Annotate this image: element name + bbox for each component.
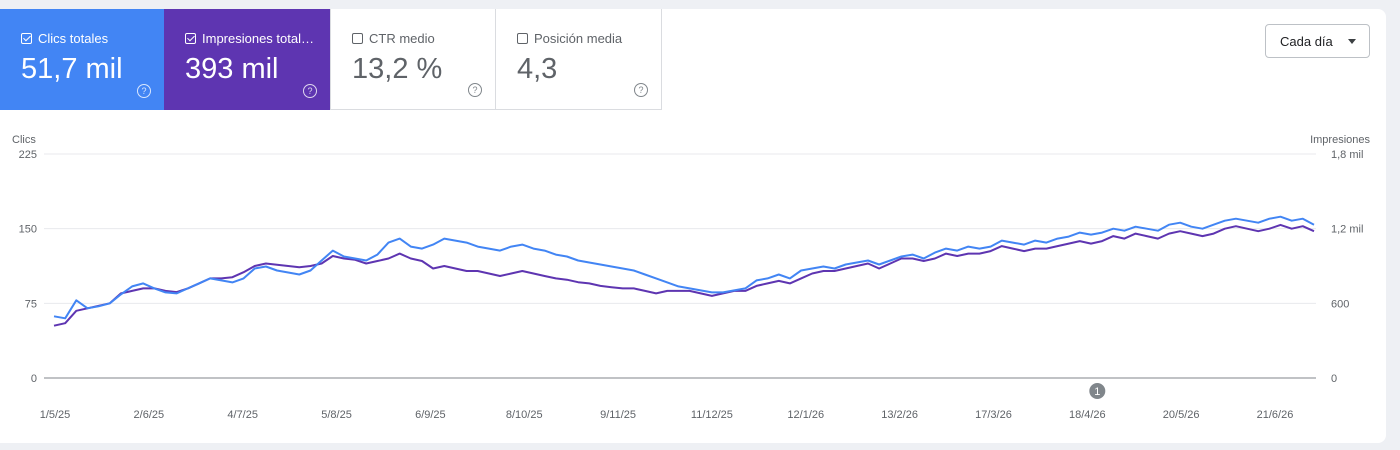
- right-axis-title: Impresiones: [1310, 134, 1370, 146]
- caret-down-icon: [1348, 39, 1356, 44]
- impressions-checkbox[interactable]: [185, 33, 196, 44]
- x-tick-label: 2/6/25: [134, 409, 165, 421]
- left-tick-label: 150: [19, 224, 37, 236]
- left-tick-label: 75: [25, 298, 37, 310]
- x-tick-label: 12/1/26: [787, 409, 824, 421]
- granularity-dropdown[interactable]: Cada día: [1265, 24, 1370, 58]
- clicks-series-line: [53, 215, 1315, 320]
- x-tick-label: 4/7/25: [227, 409, 258, 421]
- position-value: 4,3: [517, 53, 558, 85]
- metric-header: Impresiones total…: [185, 31, 314, 46]
- metric-header: Clics totales: [21, 31, 108, 46]
- x-tick-label: 6/9/25: [415, 409, 446, 421]
- left-tick-label: 0: [31, 373, 37, 385]
- metric-header: CTR medio: [352, 31, 435, 46]
- x-tick-label: 18/4/26: [1069, 409, 1106, 421]
- x-tick-label: 9/11/25: [600, 409, 636, 421]
- clicks-label: Clics totales: [38, 31, 109, 46]
- ctr-checkbox[interactable]: [352, 33, 363, 44]
- metric-header: Posición media: [517, 31, 622, 46]
- impressions-series-line: [53, 223, 1315, 327]
- clicks-value: 51,7 mil: [21, 53, 123, 85]
- help-icon[interactable]: ?: [634, 83, 648, 97]
- metric-tab-clicks[interactable]: Clics totales 51,7 mil ?: [0, 9, 164, 110]
- annotation-marker[interactable]: [1089, 383, 1106, 399]
- metric-tab-position[interactable]: Posición media 4,3 ?: [496, 9, 662, 110]
- position-checkbox[interactable]: [517, 33, 528, 44]
- help-icon[interactable]: ?: [303, 84, 317, 98]
- granularity-label: Cada día: [1280, 33, 1333, 49]
- right-tick-label: 0: [1331, 373, 1337, 385]
- right-tick-label: 600: [1331, 298, 1349, 310]
- ctr-label: CTR medio: [369, 31, 435, 46]
- annotation-label: 1: [1094, 386, 1100, 398]
- right-tick-label: 1,8 mil: [1331, 149, 1363, 161]
- x-tick-label: 20/5/26: [1163, 409, 1200, 421]
- performance-card: Clics totales 51,7 mil ? Impresiones tot…: [0, 9, 1386, 443]
- left-axis-title: Clics: [12, 134, 36, 146]
- impressions-value: 393 mil: [185, 53, 279, 85]
- metric-tab-ctr[interactable]: CTR medio 13,2 % ?: [330, 9, 496, 110]
- x-tick-label: 11/12/25: [691, 409, 733, 421]
- x-tick-label: 5/8/25: [321, 409, 352, 421]
- left-tick-label: 225: [19, 149, 37, 161]
- impressions-label: Impresiones total…: [202, 31, 314, 46]
- metric-tab-impressions[interactable]: Impresiones total… 393 mil ?: [164, 9, 330, 110]
- x-tick-label: 13/2/26: [881, 409, 918, 421]
- x-tick-label: 8/10/25: [506, 409, 543, 421]
- position-label: Posición media: [534, 31, 623, 46]
- clicks-checkbox[interactable]: [21, 33, 32, 44]
- x-tick-label: 17/3/26: [975, 409, 1012, 421]
- x-tick-label: 21/6/26: [1257, 409, 1294, 421]
- right-tick-label: 1,2 mil: [1331, 224, 1363, 236]
- ctr-value: 13,2 %: [352, 53, 443, 85]
- help-icon[interactable]: ?: [137, 84, 151, 98]
- help-icon[interactable]: ?: [468, 83, 482, 97]
- x-tick-label: 1/5/25: [40, 409, 71, 421]
